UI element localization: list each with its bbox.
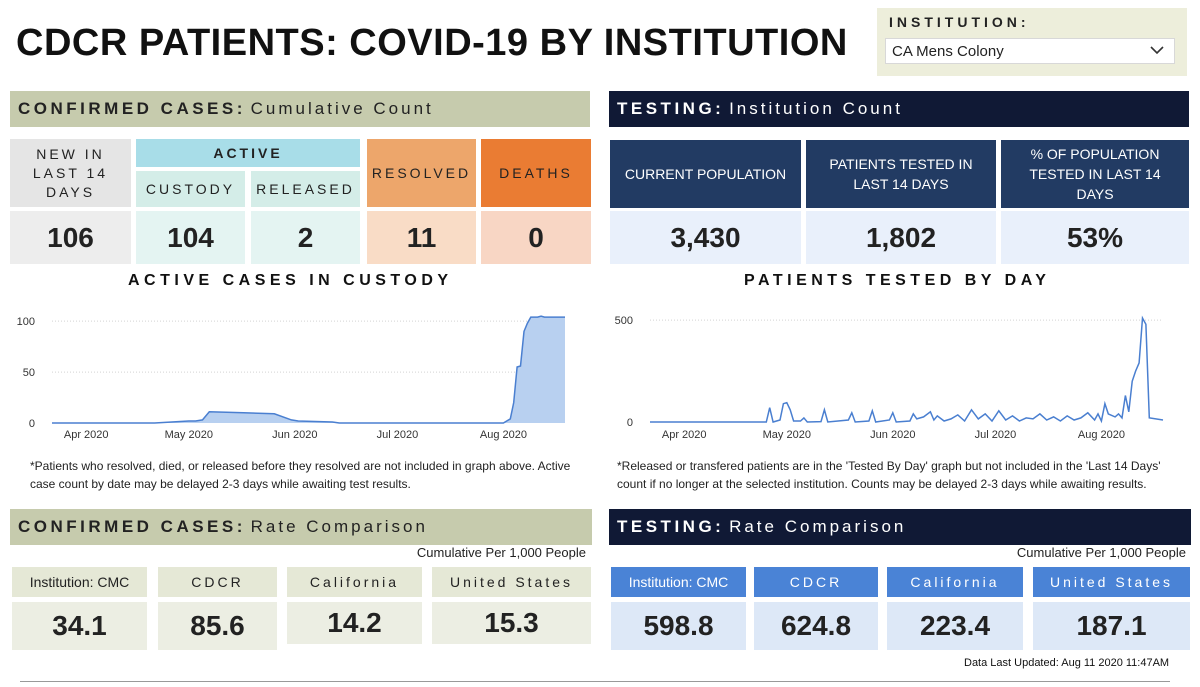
testing-header-bold: TESTING: [617,99,725,118]
rate-confirmed-value-cdcr: 85.6 [158,602,277,650]
rate-testing-header-bold: TESTING: [617,517,725,536]
y-tick-label: 0 [627,417,633,429]
rate-confirmed-label-institution: Institution: CMC [12,567,147,597]
confirmed-header-light: Cumulative Count [250,99,434,118]
tested-14-label: PATIENTS TESTED IN LAST 14 DAYS [806,140,996,208]
rate-confirmed-label-california: California [287,567,422,597]
confirmed-cases-header: CONFIRMED CASES: Cumulative Count [10,91,590,127]
testing-header: TESTING: Institution Count [609,91,1189,127]
x-tick-label: May 2020 [165,429,213,441]
deaths-label: DEATHS [481,139,591,207]
series-line [52,315,565,424]
new14-label: NEW IN LAST 14 DAYS [10,139,131,207]
released-label: RELEASED [251,171,360,207]
x-tick-label: Aug 2020 [480,429,527,441]
active-chart-title: ACTIVE CASES IN CUSTODY [128,272,453,289]
last-updated: Data Last Updated: Aug 11 2020 11:47AM [964,657,1170,669]
rate-testing-label-us: United States [1033,567,1190,597]
tested-by-day-chart: 0 500 Apr 2020 May 2020 Jun 2020 Jul 2020 Aug … [615,315,1164,441]
tested-14-value: 1,802 [806,211,996,264]
y-tick-label: 50 [23,367,35,379]
rate-confirmed-label-cdcr: CDCR [158,567,277,597]
rate-testing-header-light: Rate Comparison [729,517,907,536]
rate-testing-label-california: California [887,567,1023,597]
rate-testing-header: TESTING: Rate Comparison [609,509,1191,545]
rate-testing-subtitle: Cumulative Per 1,000 People [1016,545,1186,560]
new14-value: 106 [10,211,131,264]
tested-chart-note: *Released or transfered patients are in … [617,459,1161,491]
series-line [650,315,1164,424]
active-chart-note: *Patients who resolved, died, or release… [30,459,571,491]
x-tick-label: May 2020 [763,429,811,441]
rate-confirmed-subtitle: Cumulative Per 1,000 People [416,545,586,560]
custody-label: CUSTODY [136,171,245,207]
x-tick-label: Aug 2020 [1078,429,1125,441]
active-cases-chart: 0 50 100 Apr 2020 May 2020 Jun 2020 Jul 2020 Au… [17,315,565,441]
x-tick-label: Apr 2020 [662,429,707,441]
y-tick-label: 0 [29,418,35,430]
x-tick-label: Jun 2020 [272,429,317,441]
rate-confirmed-value-institution: 34.1 [12,602,147,650]
rate-testing-value-us: 187.1 [1033,602,1190,650]
rate-confirmed-value-california: 14.2 [287,602,422,644]
rate-testing-value-institution: 598.8 [611,602,746,650]
confirmed-header-bold: CONFIRMED CASES: [18,99,246,118]
y-tick-label: 500 [615,315,633,327]
x-tick-label: Jul 2020 [377,429,419,441]
pct-tested-value: 53% [1001,211,1189,264]
deaths-value: 0 [481,211,591,264]
rate-testing-value-california: 223.4 [887,602,1023,650]
testing-header-light: Institution Count [729,99,903,118]
institution-selected: CA Mens Colony [892,43,1004,60]
released-value: 2 [251,211,360,264]
rate-confirmed-label-us: United States [432,567,591,597]
rate-testing-value-cdcr: 624.8 [754,602,878,650]
area-fill [52,316,565,423]
custody-value: 104 [136,211,245,264]
y-tick-label: 100 [17,316,35,328]
x-tick-label: Jun 2020 [870,429,915,441]
x-tick-label: Apr 2020 [64,429,109,441]
rate-confirmed-header-light: Rate Comparison [250,517,428,536]
rate-confirmed-value-us: 15.3 [432,602,591,644]
resolved-value: 11 [367,211,476,264]
chevron-down-icon [1150,46,1164,55]
population-label: CURRENT POPULATION [610,140,801,208]
pct-tested-label: % OF POPULATION TESTED IN LAST 14 DAYS [1001,140,1189,208]
institution-dropdown[interactable]: CA Mens Colony [885,38,1175,64]
resolved-label: RESOLVED [367,139,476,207]
institution-label: INSTITUTION: [889,14,1030,30]
population-value: 3,430 [610,211,801,264]
x-tick-label: Jul 2020 [975,429,1017,441]
active-label: ACTIVE [136,139,360,167]
rate-confirmed-header: CONFIRMED CASES: Rate Comparison [10,509,592,545]
rate-testing-label-cdcr: CDCR [754,567,878,597]
institution-filter: INSTITUTION: CA Mens Colony [877,8,1187,76]
tested-chart-title: PATIENTS TESTED BY DAY [744,272,1051,289]
rate-confirmed-header-bold: CONFIRMED CASES: [18,517,246,536]
footer-divider [20,681,1170,682]
rate-testing-label-institution: Institution: CMC [611,567,746,597]
page-title: CDCR PATIENTS: COVID-19 BY INSTITUTION [16,22,848,64]
